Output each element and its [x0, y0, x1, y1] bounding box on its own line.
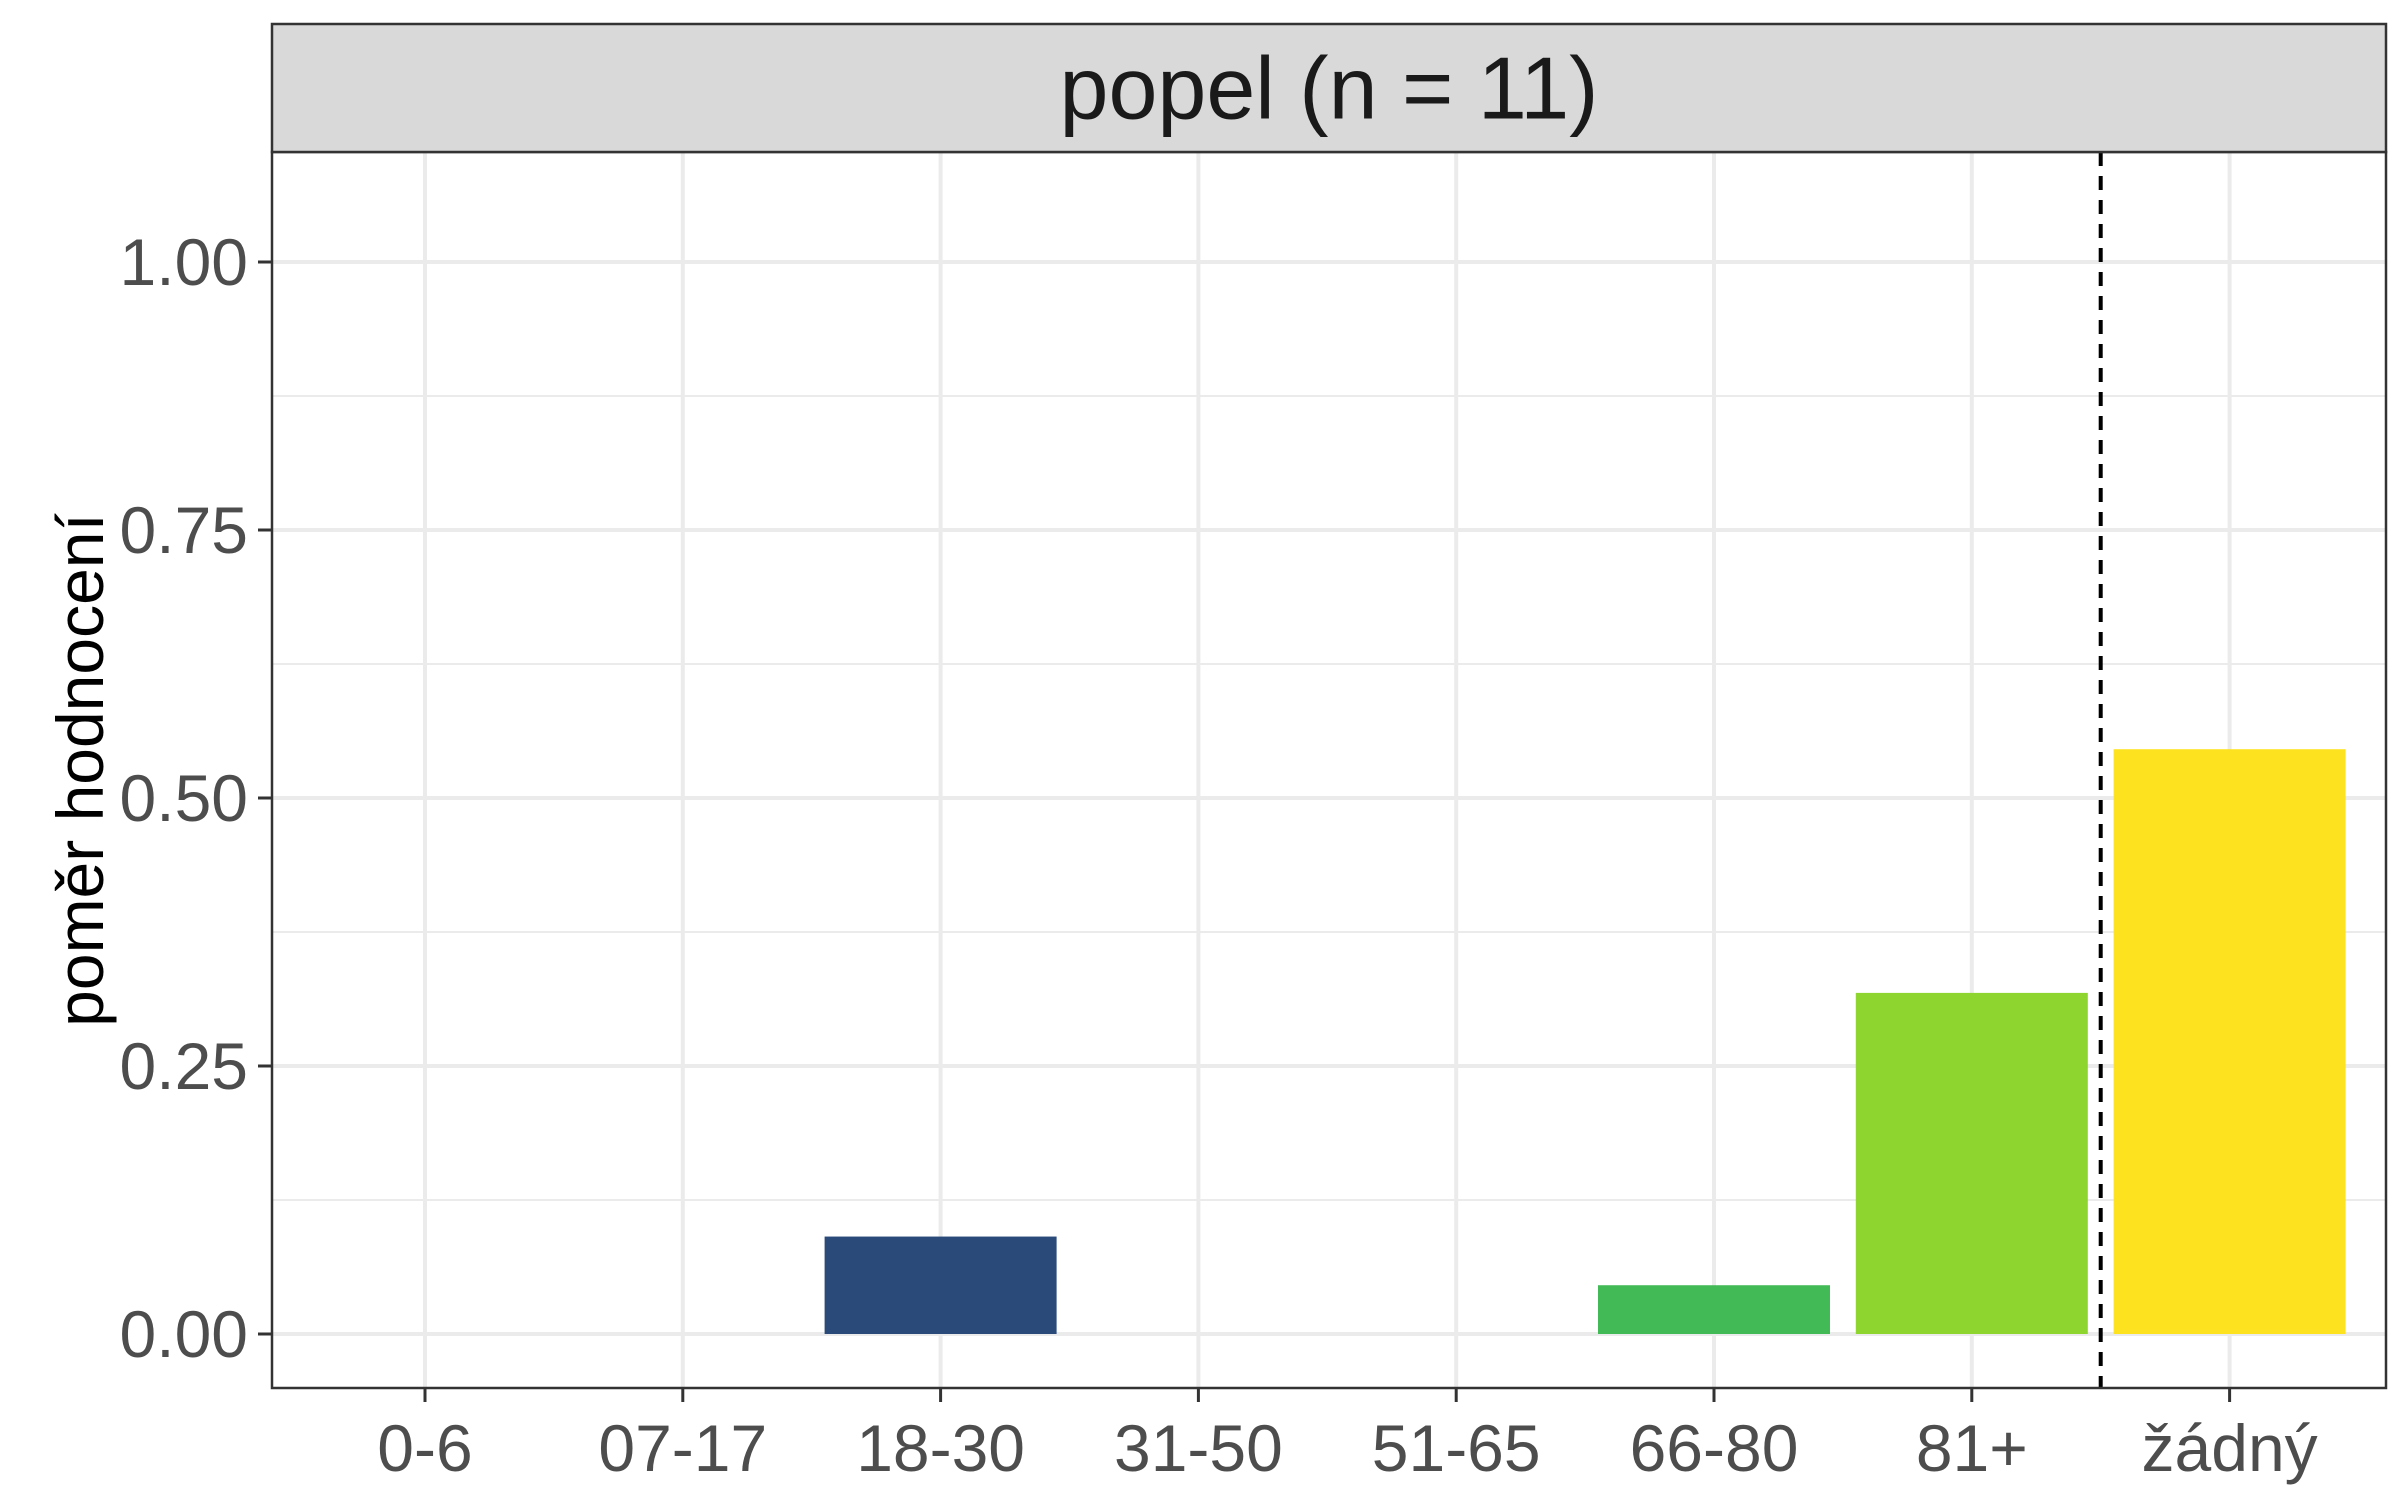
y-tick-label: 0.25 [120, 1029, 248, 1103]
grid-layer [272, 152, 2386, 1388]
x-tick-label: žádný [2142, 1411, 2318, 1485]
y-axis-title: poměr hodnocení [43, 512, 117, 1026]
bar-81+ [1855, 992, 2088, 1334]
x-tick-label: 66-80 [1630, 1411, 1799, 1485]
x-tick-label: 18-30 [856, 1411, 1025, 1485]
y-tick-label: 1.00 [120, 225, 248, 299]
x-tick-label: 0-6 [377, 1411, 472, 1485]
y-tick-label: 0.50 [120, 761, 248, 835]
facet-strip [270, 22, 2388, 154]
x-tick-label: 07-17 [598, 1411, 767, 1485]
x-tick-label: 31-50 [1114, 1411, 1283, 1485]
bar-18-30 [824, 1236, 1057, 1334]
bar-66-80 [1598, 1285, 1830, 1334]
bar-žádný [2113, 749, 2346, 1334]
facet-title: popel (n = 11) [1060, 39, 1599, 138]
bar-layer [824, 749, 2346, 1334]
y-tick-label: 0.00 [120, 1297, 248, 1371]
axis-layer: 0.00 0.25 0.50 0.75 1.00 0-6 07-17 18-30 31-50 51… [120, 225, 2318, 1485]
x-tick-label: 81+ [1916, 1411, 2028, 1485]
x-tick-label: 51-65 [1372, 1411, 1541, 1485]
y-tick-label: 0.75 [120, 493, 248, 567]
